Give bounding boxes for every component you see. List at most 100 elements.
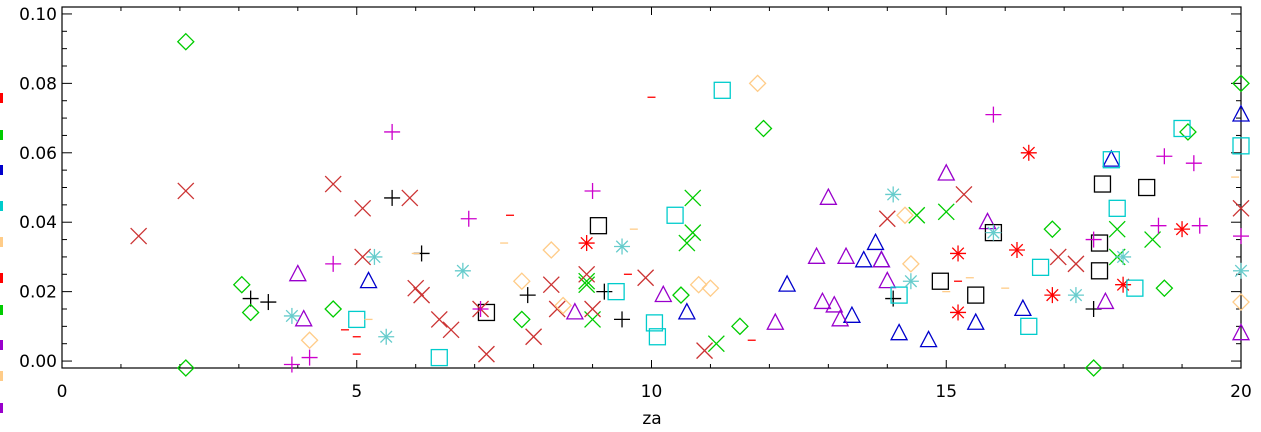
data-point <box>707 335 725 353</box>
data-point <box>324 300 343 318</box>
data-point <box>678 234 696 252</box>
data-point <box>684 224 702 242</box>
plot-frame <box>61 6 1242 369</box>
data-point <box>554 296 572 315</box>
data-point <box>1233 228 1249 245</box>
data-point <box>1049 248 1067 266</box>
data-point <box>584 182 601 199</box>
data-point <box>348 310 366 329</box>
data-point <box>324 175 342 193</box>
data-point <box>472 300 489 317</box>
data-point <box>713 81 731 99</box>
data-point <box>807 246 826 264</box>
x-tick-label: 15 <box>935 382 957 402</box>
data-point <box>1108 220 1126 238</box>
data-points <box>130 32 1251 377</box>
data-point <box>366 248 383 265</box>
data-point <box>1090 234 1109 252</box>
legend-fragment <box>0 340 3 350</box>
y-tick-label: 0.06 <box>19 144 57 164</box>
data-point <box>325 255 342 272</box>
legend-fragment <box>0 165 3 175</box>
data-point <box>1020 144 1037 161</box>
data-point <box>378 328 395 345</box>
data-point <box>966 312 985 330</box>
data-point <box>477 345 495 363</box>
data-point <box>578 265 596 283</box>
data-point <box>1191 217 1208 234</box>
data-point <box>842 305 862 323</box>
x-tick-label: 0 <box>57 382 68 402</box>
data-point <box>919 330 938 348</box>
data-point <box>1085 231 1102 248</box>
data-point <box>937 203 955 221</box>
data-point <box>878 271 897 289</box>
y-tick-label: 0.02 <box>19 283 57 303</box>
data-point <box>1232 199 1250 217</box>
data-point <box>645 314 664 332</box>
data-point <box>831 309 850 327</box>
data-point <box>1031 258 1050 276</box>
legend-fragment <box>0 93 3 103</box>
data-point <box>1179 123 1197 141</box>
data-point <box>260 294 277 311</box>
data-point <box>430 348 448 367</box>
data-point <box>1156 148 1173 165</box>
data-point <box>836 246 856 264</box>
data-point <box>384 123 401 140</box>
data-point <box>872 250 891 268</box>
axis-ticks <box>61 7 1242 368</box>
data-point <box>589 217 608 235</box>
data-point <box>1173 119 1191 138</box>
data-point <box>1084 359 1103 377</box>
data-point <box>1020 317 1038 335</box>
data-point <box>1013 298 1032 317</box>
data-point <box>677 302 696 320</box>
data-point <box>130 227 148 245</box>
data-point <box>512 272 531 291</box>
data-point <box>967 286 985 304</box>
data-point <box>866 232 885 251</box>
data-point <box>1115 248 1132 265</box>
data-point <box>1043 220 1062 239</box>
legend-fragment <box>0 237 3 247</box>
data-point <box>359 271 378 289</box>
data-point <box>825 295 844 313</box>
data-point <box>890 286 908 304</box>
y-tick-label: 0.00 <box>19 352 57 372</box>
data-point <box>596 283 613 300</box>
data-point <box>819 187 838 205</box>
legend-fragment <box>0 273 3 283</box>
data-point <box>241 303 260 322</box>
data-point <box>1232 293 1250 311</box>
data-point <box>565 302 584 320</box>
legend-fragment <box>0 305 3 315</box>
data-point <box>1233 262 1249 279</box>
data-point <box>890 323 909 341</box>
data-point <box>1102 151 1120 169</box>
data-point <box>578 235 595 252</box>
data-point <box>885 186 902 203</box>
data-point <box>1174 221 1191 238</box>
data-point <box>283 307 300 324</box>
data-point <box>666 206 684 224</box>
data-point <box>689 275 708 294</box>
y-tick-label: 0.10 <box>19 5 57 25</box>
y-tick-label: 0.04 <box>19 213 57 233</box>
axis-tick-labels: 0 5 10 15 20 0.00 0.02 0.04 0.06 0.08 0.10 <box>19 5 1252 402</box>
data-point <box>654 284 673 303</box>
data-point <box>177 182 195 200</box>
data-point <box>978 212 997 230</box>
data-point <box>1138 178 1156 197</box>
data-point <box>1008 241 1025 258</box>
data-point <box>896 206 914 225</box>
data-point <box>985 224 1002 241</box>
legend-fragment <box>0 371 3 381</box>
data-point <box>854 250 873 268</box>
data-point <box>902 273 919 290</box>
data-point <box>1185 155 1202 172</box>
data-point <box>637 269 655 287</box>
data-point <box>1144 231 1162 249</box>
data-point <box>300 331 319 350</box>
data-point <box>1090 262 1109 280</box>
